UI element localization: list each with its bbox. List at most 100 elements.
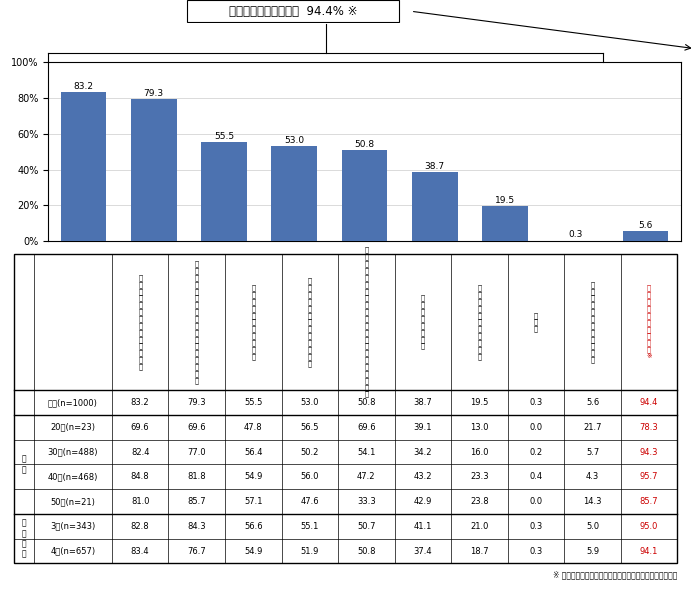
- FancyBboxPatch shape: [187, 1, 399, 22]
- Text: 41.1: 41.1: [414, 522, 432, 531]
- Text: 51.9: 51.9: [301, 546, 319, 555]
- Text: ※ 複数回答のため、各選択肢の計とは数値が一致しません: ※ 複数回答のため、各選択肢の計とは数値が一致しません: [553, 570, 677, 579]
- Text: 適
度
な
運
動
を
す
る: 適 度 な 運 動 を す る: [421, 295, 425, 350]
- Text: 55.5: 55.5: [244, 398, 263, 407]
- Text: 0.4: 0.4: [529, 472, 542, 481]
- Text: 55.1: 55.1: [301, 522, 319, 531]
- Text: 78.3: 78.3: [640, 423, 659, 432]
- Text: 20代(n=23): 20代(n=23): [50, 423, 95, 432]
- Text: 85.7: 85.7: [640, 497, 659, 506]
- Text: 85.7: 85.7: [187, 497, 206, 506]
- Bar: [272, 147, 317, 241]
- Text: 54.9: 54.9: [244, 546, 263, 555]
- Text: 3人(n=343): 3人(n=343): [50, 522, 95, 531]
- Text: 0.3: 0.3: [568, 230, 583, 239]
- Text: 0.0: 0.0: [529, 423, 542, 432]
- Bar: [61, 92, 106, 241]
- Text: 38.7: 38.7: [425, 162, 445, 171]
- Text: 特
に
実
践
し
た
い
こ
と
は
な
い: 特 に 実 践 し た い こ と は な い: [591, 281, 594, 363]
- Text: 50.8: 50.8: [357, 398, 376, 407]
- Text: 40代(n=468): 40代(n=468): [48, 472, 98, 481]
- Text: 94.4: 94.4: [640, 398, 659, 407]
- Text: 53.0: 53.0: [301, 398, 319, 407]
- Text: う
が
い
・
手
洗
い
等
で
ウ
イ
ル
ス
対
策
を
す
る: う が い ・ 手 洗 い 等 で ウ イ ル ス 対 策 を す る: [195, 260, 199, 384]
- Text: 23.3: 23.3: [470, 472, 489, 481]
- Text: 50.7: 50.7: [357, 522, 376, 531]
- Bar: [201, 142, 247, 241]
- Text: 79.3: 79.3: [144, 89, 164, 98]
- Text: 56.0: 56.0: [301, 472, 319, 481]
- Text: 5.6: 5.6: [586, 398, 599, 407]
- Text: 50代(n=21): 50代(n=21): [50, 497, 95, 506]
- Text: 実践したいことがある  94.4% ※: 実践したいことがある 94.4% ※: [229, 5, 357, 17]
- Text: 56.5: 56.5: [301, 423, 319, 432]
- Text: 18.7: 18.7: [470, 546, 489, 555]
- Text: 4.3: 4.3: [586, 472, 599, 481]
- Text: 82.8: 82.8: [131, 522, 149, 531]
- Text: 食
事
の
栄
養
バ
ラ
ン
ス
に
気
を
配
る: 食 事 の 栄 養 バ ラ ン ス に 気 を 配 る: [138, 274, 142, 370]
- Text: 82.4: 82.4: [131, 447, 149, 456]
- Text: 94.1: 94.1: [640, 546, 659, 555]
- Text: 14.3: 14.3: [583, 497, 602, 506]
- Text: 77.0: 77.0: [187, 447, 206, 456]
- Text: 50.2: 50.2: [301, 447, 319, 456]
- Bar: [482, 206, 528, 241]
- Text: 人
家
族
数: 人 家 族 数: [21, 519, 26, 559]
- Text: 21.7: 21.7: [583, 423, 602, 432]
- Text: 54.9: 54.9: [244, 472, 263, 481]
- Text: 47.6: 47.6: [301, 497, 319, 506]
- Text: サ
プ
リ
メ
ン
ト
を
摂
取
す
る: サ プ リ メ ン ト を 摂 取 す る: [477, 285, 482, 360]
- Bar: [623, 231, 668, 241]
- Text: 年
代: 年 代: [21, 455, 26, 474]
- Text: 身
体
に
よ
い
食
品
を
取
り
入
れ
る: 身 体 に よ い 食 品 を 取 り 入 れ る: [307, 278, 312, 367]
- Text: 実
践
し
た
い
こ
と
が
あ
る
※: 実 践 し た い こ と が あ る ※: [646, 285, 652, 359]
- Text: 69.6: 69.6: [187, 423, 206, 432]
- Text: 69.6: 69.6: [357, 423, 376, 432]
- Text: 23.8: 23.8: [470, 497, 489, 506]
- Text: 30代(n=488): 30代(n=488): [48, 447, 98, 456]
- Text: 19.5: 19.5: [470, 398, 489, 407]
- Text: 94.3: 94.3: [640, 447, 659, 456]
- Text: 0.2: 0.2: [529, 447, 542, 456]
- Text: 50.8: 50.8: [354, 140, 375, 149]
- Text: 81.8: 81.8: [187, 472, 206, 481]
- Text: 55.5: 55.5: [214, 131, 234, 140]
- Text: 38.7: 38.7: [413, 398, 433, 407]
- Text: 95.0: 95.0: [640, 522, 659, 531]
- Text: 16.0: 16.0: [470, 447, 489, 456]
- Text: 37.4: 37.4: [413, 546, 432, 555]
- Text: 84.8: 84.8: [131, 472, 149, 481]
- Text: 予
防
ワ
ク
チ
ン
を
接
種
す
る: 予 防 ワ ク チ ン を 接 種 す る: [252, 285, 255, 360]
- Bar: [412, 172, 457, 241]
- Text: 54.1: 54.1: [357, 447, 375, 456]
- Text: 56.4: 56.4: [244, 447, 263, 456]
- Text: 83.2: 83.2: [73, 82, 93, 91]
- Text: 0.3: 0.3: [529, 398, 542, 407]
- Text: 13.0: 13.0: [470, 423, 489, 432]
- Text: 0.3: 0.3: [529, 522, 542, 531]
- Text: 0.3: 0.3: [529, 546, 542, 555]
- Bar: [131, 99, 177, 241]
- Text: 53.0: 53.0: [284, 136, 304, 145]
- Text: 4人(n=657): 4人(n=657): [50, 546, 95, 555]
- Text: そ
の
他: そ の 他: [534, 312, 538, 332]
- Text: 21.0: 21.0: [470, 522, 489, 531]
- Text: 加
湿
や
空
気
清
浄
や
空
間
除
菌
で
ウ
イ
ル
ス
対
策
を
す
る: 加 湿 や 空 気 清 浄 や 空 間 除 菌 で ウ イ ル ス 対 策 を …: [364, 247, 368, 397]
- Text: 5.9: 5.9: [586, 546, 599, 555]
- Text: 50.8: 50.8: [357, 546, 376, 555]
- Text: 全体(n=1000): 全体(n=1000): [48, 398, 98, 407]
- Text: 57.1: 57.1: [244, 497, 263, 506]
- Text: 76.7: 76.7: [187, 546, 206, 555]
- Text: 69.6: 69.6: [131, 423, 149, 432]
- Text: 95.7: 95.7: [640, 472, 659, 481]
- Bar: [341, 150, 388, 241]
- Text: 34.2: 34.2: [414, 447, 432, 456]
- Text: 5.6: 5.6: [638, 221, 653, 230]
- Text: 47.2: 47.2: [357, 472, 376, 481]
- Text: 42.9: 42.9: [414, 497, 432, 506]
- Text: 47.8: 47.8: [244, 423, 263, 432]
- Text: 33.3: 33.3: [357, 497, 376, 506]
- Text: 43.2: 43.2: [414, 472, 432, 481]
- Text: 19.5: 19.5: [495, 196, 515, 205]
- Text: 56.6: 56.6: [244, 522, 263, 531]
